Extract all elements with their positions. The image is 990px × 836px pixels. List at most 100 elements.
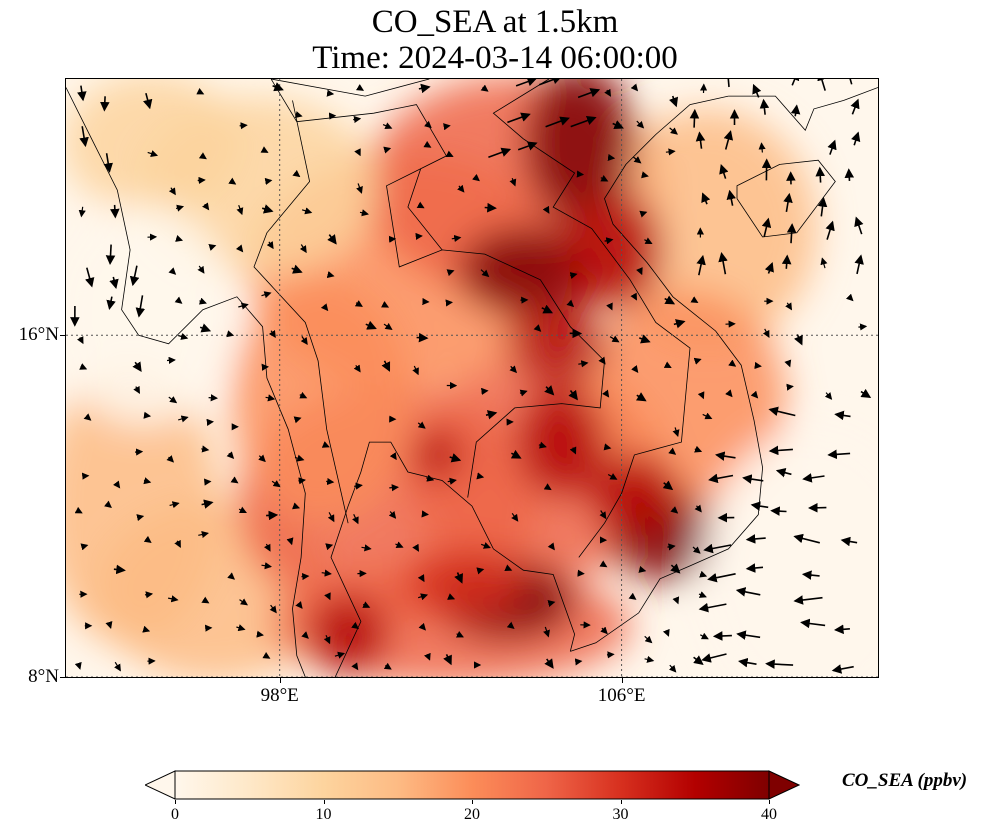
wind-arrow bbox=[761, 217, 772, 237]
wind-arrow bbox=[258, 454, 266, 463]
wind-arrow bbox=[226, 451, 235, 459]
wind-arrow bbox=[321, 569, 332, 577]
wind-arrow bbox=[426, 474, 435, 482]
wind-arrow bbox=[708, 473, 734, 484]
wind-arrow bbox=[167, 595, 179, 603]
wind-arrow bbox=[840, 536, 858, 547]
wind-arrow bbox=[457, 184, 465, 193]
wind-arrow bbox=[849, 79, 853, 85]
wind-arrow bbox=[801, 570, 820, 580]
coastline bbox=[66, 87, 306, 677]
wind-arrow bbox=[790, 79, 800, 86]
wind-arrow bbox=[824, 392, 833, 400]
wind-arrow bbox=[701, 192, 711, 205]
wind-arrow bbox=[382, 122, 393, 130]
wind-arrow bbox=[235, 244, 244, 253]
wind-arrow bbox=[602, 389, 610, 398]
wind-arrow bbox=[547, 542, 555, 551]
wind-arrow bbox=[728, 359, 737, 367]
wind-arrow bbox=[750, 501, 769, 511]
wind-arrow bbox=[476, 567, 485, 575]
wind-arrow bbox=[198, 531, 209, 539]
wind-arrow bbox=[301, 631, 309, 639]
wind-arrow bbox=[206, 418, 214, 426]
wind-arrow bbox=[485, 410, 498, 420]
wind-arrow bbox=[768, 445, 793, 456]
wind-arrow bbox=[109, 276, 119, 290]
wind-arrow bbox=[327, 234, 337, 245]
colorbar-svg bbox=[143, 770, 801, 800]
colorbar-label: CO_SEA (ppbv) bbox=[842, 770, 968, 791]
wind-arrow bbox=[455, 631, 464, 638]
wind-arrow bbox=[692, 546, 701, 554]
wind-arrow bbox=[106, 296, 116, 310]
wind-arrow bbox=[76, 336, 84, 345]
wind-arrow bbox=[693, 357, 702, 365]
wind-arrow bbox=[454, 572, 463, 584]
wind-arrow bbox=[197, 176, 206, 185]
wind-arrow bbox=[662, 628, 670, 637]
wind-arrow bbox=[268, 330, 276, 339]
wind-arrow bbox=[198, 297, 207, 305]
wind-arrow bbox=[509, 177, 517, 187]
wind-arrow bbox=[83, 413, 92, 421]
co-concentration-patch bbox=[412, 429, 463, 480]
map-panel[interactable] bbox=[65, 78, 879, 678]
wind-arrow bbox=[670, 506, 679, 514]
wind-arrow bbox=[383, 146, 392, 154]
wind-arrow bbox=[199, 323, 212, 333]
wind-arrow bbox=[264, 177, 273, 185]
wind-arrow bbox=[354, 482, 363, 490]
wind-arrow bbox=[412, 365, 419, 376]
wind-arrow bbox=[775, 468, 792, 478]
wind-arrow bbox=[389, 484, 399, 492]
wind-arrow bbox=[831, 664, 854, 674]
wind-arrow bbox=[696, 254, 706, 276]
co-concentration-patch bbox=[523, 79, 634, 224]
wind-arrow bbox=[638, 565, 647, 573]
wind-arrow bbox=[208, 394, 218, 402]
wind-arrow bbox=[196, 87, 205, 95]
latitude-tick-mark bbox=[60, 335, 65, 337]
wind-arrow bbox=[664, 295, 676, 305]
wind-arrow bbox=[265, 394, 276, 402]
wind-arrow bbox=[354, 300, 363, 307]
latitude-tick-label: 16°N bbox=[18, 324, 59, 346]
coastline bbox=[570, 95, 764, 652]
wind-arrow bbox=[74, 506, 83, 514]
wind-arrow bbox=[539, 79, 563, 86]
wind-arrow bbox=[533, 324, 542, 332]
wind-arrow bbox=[844, 168, 855, 181]
coastline bbox=[330, 441, 576, 677]
wind-arrow bbox=[356, 84, 365, 91]
wind-arrow bbox=[606, 651, 615, 659]
co-concentration-patch bbox=[308, 594, 389, 675]
wind-arrow bbox=[136, 514, 145, 522]
wind-arrow bbox=[670, 563, 681, 574]
wind-arrow bbox=[256, 630, 264, 638]
wind-arrow bbox=[689, 108, 700, 128]
wind-arrow bbox=[362, 601, 371, 608]
co-concentration-patch bbox=[589, 453, 680, 534]
co-concentration-patch bbox=[516, 387, 607, 498]
wind-arrow bbox=[383, 322, 393, 330]
wind-arrow bbox=[630, 83, 639, 92]
wind-arrow bbox=[672, 427, 680, 438]
wind-arrow bbox=[693, 655, 704, 665]
wind-arrow bbox=[515, 79, 538, 87]
wind-arrow bbox=[511, 512, 519, 522]
wind-arrow bbox=[480, 84, 489, 92]
wind-arrow bbox=[668, 664, 677, 673]
wind-arrow bbox=[726, 189, 736, 206]
wind-arrow bbox=[143, 535, 152, 544]
longitude-tick-mark bbox=[279, 678, 281, 683]
wind-arrow bbox=[416, 201, 425, 209]
wind-arrow bbox=[291, 264, 303, 274]
wind-arrow bbox=[472, 173, 480, 182]
wind-arrow bbox=[147, 150, 159, 157]
wind-arrow bbox=[292, 502, 301, 510]
wind-arrow bbox=[133, 385, 140, 394]
wind-arrow bbox=[850, 98, 860, 115]
wind-arrow bbox=[132, 361, 142, 373]
wind-arrow bbox=[301, 572, 310, 581]
